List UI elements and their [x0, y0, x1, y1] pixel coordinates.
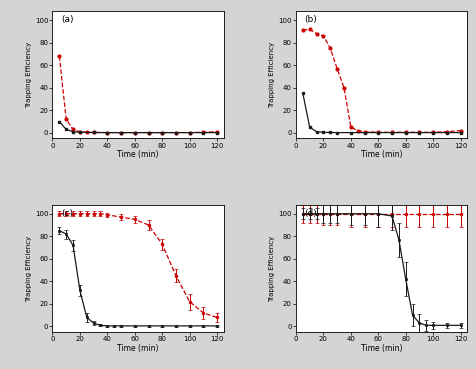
Y-axis label: Trapping Efficiency: Trapping Efficiency — [269, 235, 275, 301]
Text: (c): (c) — [61, 208, 73, 218]
Text: (b): (b) — [304, 15, 317, 24]
X-axis label: Time (min): Time (min) — [117, 344, 159, 353]
Text: (a): (a) — [61, 15, 73, 24]
Text: (d): (d) — [304, 208, 317, 218]
X-axis label: Time (min): Time (min) — [360, 150, 402, 159]
X-axis label: Time (min): Time (min) — [117, 150, 159, 159]
Y-axis label: Trapping Efficiency: Trapping Efficiency — [269, 42, 275, 108]
X-axis label: Time (min): Time (min) — [360, 344, 402, 353]
Y-axis label: Trapping Efficiency: Trapping Efficiency — [26, 42, 32, 108]
Y-axis label: Trapping Efficiency: Trapping Efficiency — [26, 235, 32, 301]
